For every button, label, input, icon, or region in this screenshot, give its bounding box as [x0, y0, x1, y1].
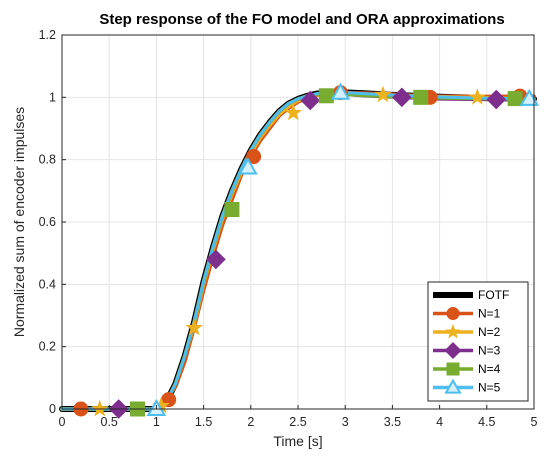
- legend: FOTF N=1 N=2 N=3 N=4 N=5: [427, 281, 529, 402]
- legend-label-fotf: FOTF: [478, 288, 509, 302]
- marker-n-4: [318, 88, 334, 104]
- marker-n-4: [413, 89, 429, 105]
- marker-n-3: [486, 89, 507, 110]
- marker-n-3: [206, 249, 226, 270]
- marker-n-4: [224, 202, 240, 218]
- marker-n-5: [330, 82, 351, 100]
- y-tick-label: 0.8: [39, 153, 56, 167]
- marker-n-2: [91, 399, 109, 417]
- y-tick-label: 0.6: [39, 215, 56, 229]
- legend-label-n-4: N=4: [478, 362, 501, 376]
- marker-n-3: [392, 87, 412, 108]
- marker-n-5: [238, 157, 258, 175]
- y-tick-label: 0.2: [39, 340, 56, 354]
- legend-label-n-5: N=5: [478, 381, 501, 395]
- x-tick-label: 0.5: [101, 415, 118, 429]
- x-tick-label: 2: [247, 415, 254, 429]
- x-tick-label: 4.5: [478, 415, 495, 429]
- y-tick-label: 1.2: [39, 28, 56, 42]
- legend-marker-n-2: [445, 323, 461, 339]
- marker-n-2: [468, 88, 487, 105]
- legend-box: [427, 281, 529, 402]
- x-axis-label: Time [s]: [273, 433, 322, 449]
- x-tick-label: 3: [342, 415, 349, 429]
- marker-n-3: [300, 90, 321, 111]
- marker-n-2: [284, 103, 303, 121]
- x-tick-label: 1: [153, 415, 160, 429]
- legend-marker-n-1: [446, 307, 460, 320]
- x-tick-label: 1.5: [195, 415, 212, 429]
- x-tick-label: 2.5: [289, 415, 306, 429]
- chart-title: Step response of the FO model and ORA ap…: [99, 11, 504, 28]
- marker-n-5: [519, 88, 540, 106]
- series-lines: [59, 89, 537, 412]
- marker-n-2: [374, 85, 392, 103]
- y-axis-label: Normalized sum of encoder impulses: [11, 107, 27, 337]
- legend-marker-n-4: [446, 362, 460, 376]
- legend-label-n-3: N=3: [478, 344, 501, 358]
- marker-n-1: [246, 149, 262, 165]
- x-tick-label: 4: [436, 415, 443, 429]
- y-tick-label: 0.4: [39, 277, 56, 291]
- x-tick-label: 5: [531, 415, 538, 429]
- legend-marker-n-3: [444, 341, 462, 360]
- axis-ticks: 0 0.5 1 1.5 2 2.5 3 3.5 4 4.5 5 0 0.2 0.4 0.6 0.8 1 1.2: [39, 28, 538, 429]
- marker-n-4: [507, 91, 523, 107]
- y-tick-label: 1: [49, 90, 56, 104]
- y-tick-label: 0: [49, 402, 56, 416]
- x-tick-label: 3.5: [384, 415, 401, 429]
- legend-marker-n-5: [444, 378, 462, 394]
- series-line-n-5: [60, 90, 536, 411]
- x-tick-label: 0: [59, 415, 66, 429]
- legend-label-n-2: N=2: [478, 325, 501, 339]
- legend-label-n-1: N=1: [478, 307, 501, 321]
- marker-n-2: [185, 318, 203, 336]
